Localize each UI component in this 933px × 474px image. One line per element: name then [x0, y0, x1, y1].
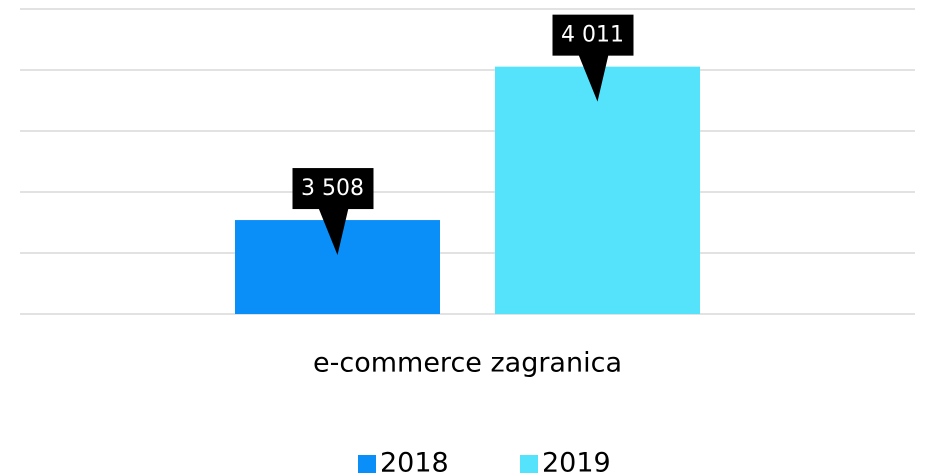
callout-pointer	[578, 54, 609, 102]
callout-pointer	[318, 208, 349, 256]
x-tick-label: e-commerce zagranica	[313, 348, 622, 379]
callout-box	[552, 14, 634, 56]
legend-swatch	[358, 455, 376, 473]
bar	[495, 66, 700, 315]
callout-box	[292, 168, 374, 210]
legend-label: 2019	[542, 448, 611, 474]
data-label: 4 011	[561, 23, 624, 48]
legend-swatch	[520, 455, 538, 473]
data-label: 3 508	[301, 176, 364, 201]
legend-label: 2018	[380, 448, 449, 474]
